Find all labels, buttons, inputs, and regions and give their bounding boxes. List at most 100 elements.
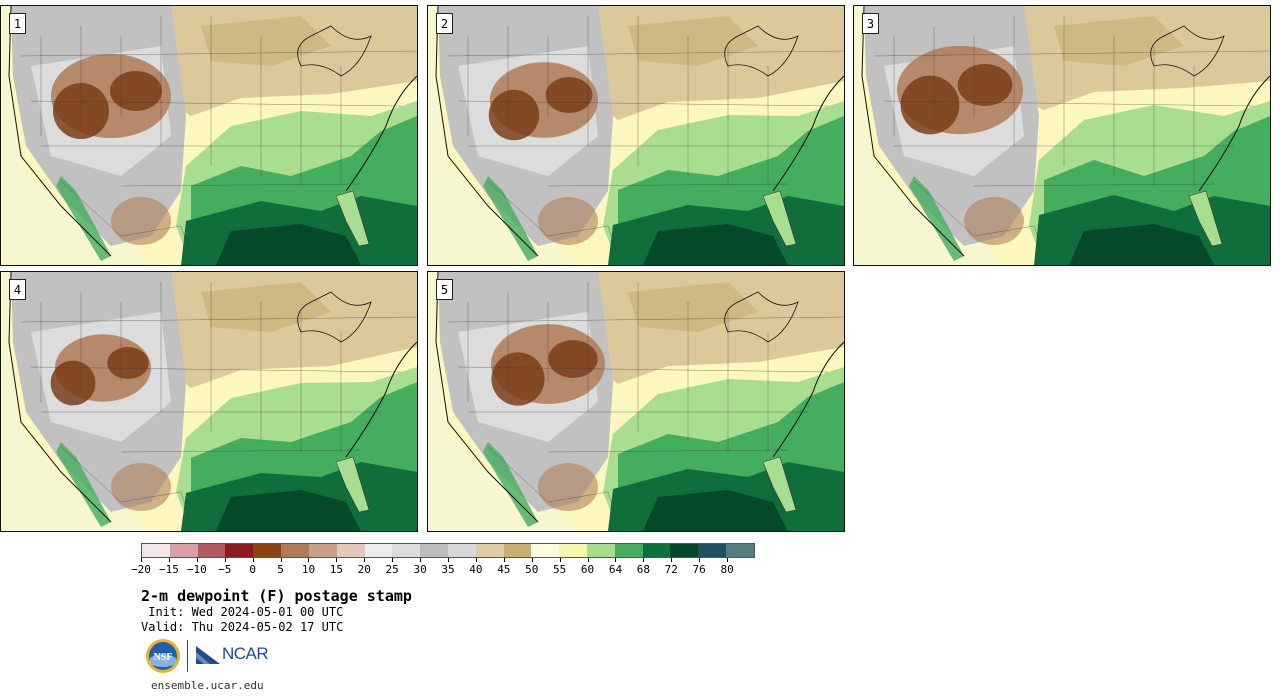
colorbar-tick-label: 20 — [357, 563, 371, 576]
mexico-dry-zone — [111, 463, 171, 511]
colorbar-tick — [615, 558, 617, 562]
mexico-dry-zone — [964, 197, 1024, 245]
dewpoint-map-4 — [1, 272, 417, 531]
colorbar-swatch — [531, 544, 560, 557]
florida-outline — [1188, 190, 1223, 247]
colorbar-tick-label: 60 — [580, 563, 595, 576]
dewpoint-map-1 — [1, 6, 417, 265]
colorbar-swatch — [614, 544, 643, 557]
colorbar-tick-label: 35 — [441, 563, 455, 576]
colorbar-tick — [671, 558, 673, 562]
state-border — [60, 446, 192, 523]
member-panel-5[interactable]: 5 — [427, 271, 845, 532]
colorbar-tick-label: 10 — [301, 563, 316, 576]
colorbar-tick-label: −5 — [218, 563, 232, 576]
colorbar-swatch — [503, 544, 532, 557]
member-panel-4[interactable]: 4 — [0, 271, 418, 532]
state-border — [120, 449, 362, 453]
state-border — [873, 50, 1270, 57]
state-border — [20, 316, 417, 323]
colorbar-tick — [448, 558, 449, 562]
valid-time: Valid: Thu 2024-05-02 17 UTC — [141, 620, 344, 634]
west-coastline — [8, 272, 112, 523]
colorbar-tick-label: −10 — [186, 563, 207, 576]
great-lakes-outline — [297, 291, 372, 343]
colorbar-tick — [699, 558, 701, 562]
colorbar-tick — [503, 558, 505, 562]
west-coastline — [435, 272, 539, 523]
colorbar-tick — [168, 558, 170, 562]
colorbar-swatch — [225, 544, 254, 557]
member-panel-1[interactable]: 1 — [0, 5, 418, 266]
colorbar-swatch — [253, 544, 282, 557]
state-border — [547, 449, 789, 453]
colorbar-tick — [392, 558, 394, 562]
colorbar-tick — [587, 558, 589, 562]
colorbar-tick-label: 45 — [497, 563, 511, 576]
colorbar-swatch — [670, 544, 699, 557]
state-border — [20, 50, 417, 57]
colorbar-swatch — [447, 544, 476, 557]
east-coastline — [1198, 75, 1270, 192]
state-border — [447, 316, 844, 323]
state-border — [447, 50, 844, 57]
gulf-darkest-green — [643, 224, 788, 265]
state-border — [457, 100, 829, 107]
nsf-logo[interactable]: NSF — [145, 638, 181, 674]
east-coastline — [772, 75, 844, 192]
state-border — [30, 100, 402, 107]
colorbar-tick-label: 5 — [277, 563, 284, 576]
gulf-darkest-green — [216, 224, 361, 265]
dry-core-east — [548, 340, 598, 378]
colorbar-tick-label: 25 — [385, 563, 399, 576]
colorbar-swatch — [420, 544, 448, 557]
colorbar-ticks: −20 −15 −10 −5 0 5 10 15 20 25 30 35 40 45 50 55 60 64 68 7… — [131, 558, 755, 578]
mexico-dry-zone — [538, 197, 598, 245]
colorbar-tick-label: 15 — [329, 563, 343, 576]
member-panel-2[interactable]: 2 — [427, 5, 845, 266]
colorbar-tick-label: 68 — [636, 563, 650, 576]
ncar-mountain-icon — [196, 646, 220, 664]
colorbar-swatch — [142, 544, 170, 557]
colorbar-tick — [420, 558, 422, 562]
colorbar-tick-label: −15 — [158, 563, 179, 576]
gulf-darkest-green — [1069, 224, 1214, 265]
colorbar-tick-label: 55 — [553, 563, 567, 576]
dry-core-east — [545, 77, 593, 113]
state-border — [487, 180, 619, 257]
colorbar-tick — [196, 558, 198, 562]
florida-outline — [335, 190, 370, 247]
colorbar-tick — [280, 558, 282, 562]
colorbar-swatch — [197, 544, 226, 557]
colorbar-tick — [531, 558, 533, 562]
state-border — [120, 183, 362, 187]
member-panel-3[interactable]: 3 — [853, 5, 1271, 266]
site-url[interactable]: ensemble.ucar.edu — [151, 679, 264, 692]
colorbar-swatch — [169, 544, 198, 557]
colorbar-tick — [336, 558, 338, 562]
colorbar-tick-label: 40 — [469, 563, 483, 576]
plot-title: 2-m dewpoint (F) postage stamp — [141, 587, 412, 605]
dry-core-west — [50, 360, 96, 406]
colorbar-swatch — [336, 544, 365, 557]
colorbar-swatch — [308, 544, 337, 557]
great-lakes-outline — [1150, 25, 1225, 77]
state-border — [913, 180, 1045, 257]
colorbar-tick — [141, 558, 142, 562]
colorbar-swatch — [559, 544, 587, 557]
state-border — [547, 183, 789, 187]
state-border — [60, 180, 192, 257]
colorbar-tick-label: 76 — [692, 563, 706, 576]
dewpoint-map-5 — [428, 272, 844, 531]
florida-outline — [335, 456, 370, 513]
dry-core-east — [107, 347, 149, 379]
east-coastline — [345, 341, 417, 458]
florida-outline — [762, 456, 797, 513]
east-coastline — [345, 75, 417, 192]
ncar-logo[interactable]: NCAR — [196, 644, 269, 664]
state-border — [487, 446, 619, 523]
colorbar-tick — [364, 558, 366, 562]
gulf-darkest-green — [216, 490, 361, 531]
colorbar-tick — [252, 558, 254, 562]
dry-core-east — [110, 71, 162, 111]
